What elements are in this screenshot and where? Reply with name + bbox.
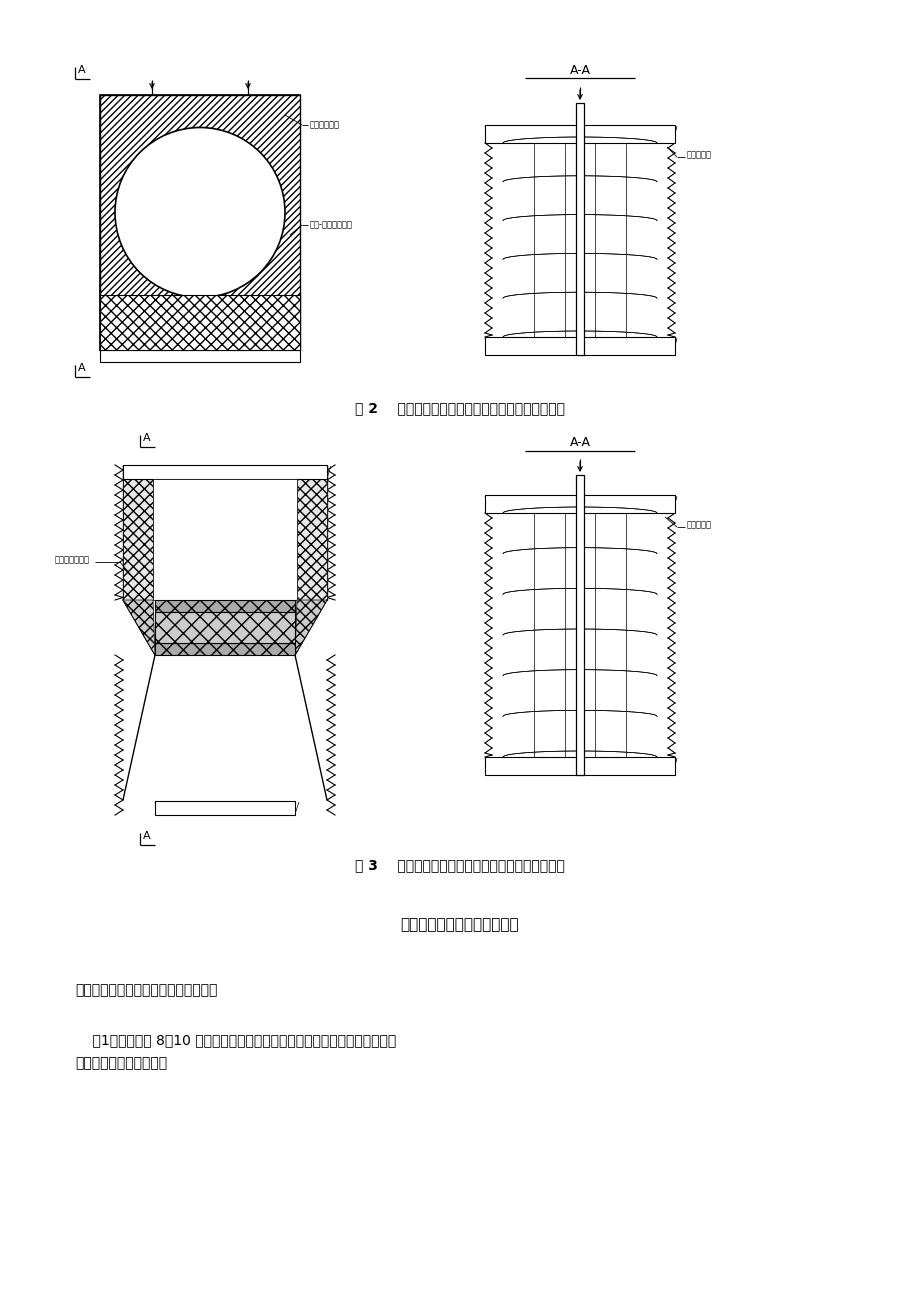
Bar (484, 125, 675, 143)
Text: 干法水泥窑三次风管预制砖的改造方案: 干法水泥窑三次风管预制砖的改造方案 (75, 983, 217, 997)
Text: 图 3    三次风管阀板及预制砖砌筑示意图（双系列）: 图 3 三次风管阀板及预制砖砌筑示意图（双系列） (355, 858, 564, 872)
Text: 耐三-黄来石预制砖: 耐三-黄来石预制砖 (310, 220, 353, 229)
Text: 耐火浇注预制件: 耐火浇注预制件 (55, 556, 90, 565)
Bar (154, 643, 295, 655)
Bar (484, 495, 675, 513)
Bar (100, 350, 300, 362)
Bar (100, 95, 300, 350)
Bar (153, 479, 297, 600)
Text: A: A (142, 831, 151, 841)
Bar (575, 475, 584, 775)
Bar (484, 337, 675, 355)
Circle shape (115, 128, 285, 297)
Bar (123, 465, 326, 479)
Bar (575, 103, 584, 355)
Bar (123, 479, 153, 600)
Bar (484, 756, 675, 775)
Polygon shape (295, 600, 326, 655)
Bar (154, 801, 295, 815)
Text: A: A (78, 65, 85, 76)
Bar (297, 479, 326, 600)
Text: （1）、距窑头 8～10 米三次风管直筒体采用单层带保温层的钢纤维增强复合: （1）、距窑头 8～10 米三次风管直筒体采用单层带保温层的钢纤维增强复合 (75, 1032, 396, 1047)
Bar (100, 95, 300, 350)
Text: 高铝质耐磨预制砖砌筑。: 高铝质耐磨预制砖砌筑。 (75, 1056, 167, 1070)
Text: 三次风管阀板: 三次风管阀板 (310, 121, 340, 129)
Text: 图 2    三次风管阀板及预制砖砌筑示意图（单系列）: 图 2 三次风管阀板及预制砖砌筑示意图（单系列） (355, 401, 564, 415)
Text: 耐火浇注料: 耐火浇注料 (686, 151, 711, 160)
Text: A: A (78, 363, 85, 372)
Text: A: A (142, 434, 151, 443)
Text: A-A: A-A (569, 436, 590, 449)
Text: 三次风管弯头部位的改造方案: 三次风管弯头部位的改造方案 (401, 918, 518, 932)
Bar (100, 296, 300, 350)
Polygon shape (123, 600, 154, 655)
Text: 耐火浇注料: 耐火浇注料 (686, 521, 711, 530)
Bar (154, 612, 295, 643)
Bar (154, 600, 295, 612)
Text: A-A: A-A (569, 64, 590, 77)
